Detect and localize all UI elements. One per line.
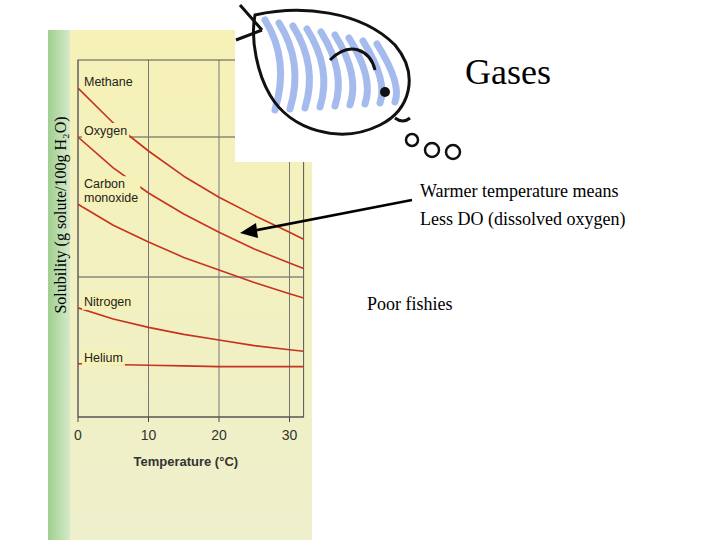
scribble [307,29,324,107]
series-label: Carbonmonoxide [84,177,138,205]
fish-fin [330,49,375,70]
scribble [279,23,295,109]
bubble [425,143,439,157]
tick-x [289,417,290,422]
tick-label-x: 30 [282,427,298,443]
label-patch [82,176,140,206]
arrow-line [252,200,412,231]
grid-line-x [219,60,220,417]
fish-tail [236,5,262,40]
series-label: Helium [84,351,123,365]
fish-mouth [395,118,410,121]
label-line: Carbon [84,177,125,191]
bubble [406,134,418,146]
annotation: Warmer temperature means [420,181,618,201]
label-line: Methane [84,75,133,89]
series-label: Nitrogen [84,295,131,309]
tick-label-x: 0 [74,427,82,443]
scribble [293,26,309,108]
label-patch [82,123,129,139]
fish-body [253,10,409,134]
annotation: Less DO (dissolved oxygen) [420,209,625,230]
tick-x [148,417,149,422]
annotation: Poor fishies [367,294,453,314]
series-label-group: Oxygen [82,123,129,139]
series-line [78,308,304,351]
grid-line-y [78,276,304,277]
scribble [265,20,281,110]
y-axis-title: Solubility (g solute/100g H₂O) [52,116,70,313]
series-label-group: Nitrogen [82,294,133,310]
fish-box [235,0,460,162]
tick-x [219,417,220,422]
grid-line-x [148,60,149,417]
slide: 0 10 20 30 Temperature (°C) Solubility (g sol… [0,0,720,540]
bubble [446,145,460,159]
fish [236,5,460,159]
series-label-group: Methane [82,74,135,90]
scribble [377,44,397,102]
series-line [78,204,304,298]
label-patch [82,350,125,366]
x-axis-title: Temperature (°C) [133,454,238,469]
tick-x [78,417,79,422]
label-line: Nitrogen [84,295,131,309]
label-patch [82,294,133,310]
series-label-group: Helium [82,350,125,366]
label-line: Oxygen [84,124,127,138]
label-line: monoxide [84,191,138,205]
fish-eye [380,87,390,97]
tick-label-x: 20 [211,427,227,443]
title: Gases [465,52,551,92]
label-line: Helium [84,351,123,365]
tick-label-x: 10 [141,427,157,443]
arrow-head [240,223,258,238]
label-patch [82,74,135,90]
series-label-group: Carbonmonoxide [82,176,140,206]
series-label: Methane [84,75,133,89]
series-label: Oxygen [84,124,127,138]
